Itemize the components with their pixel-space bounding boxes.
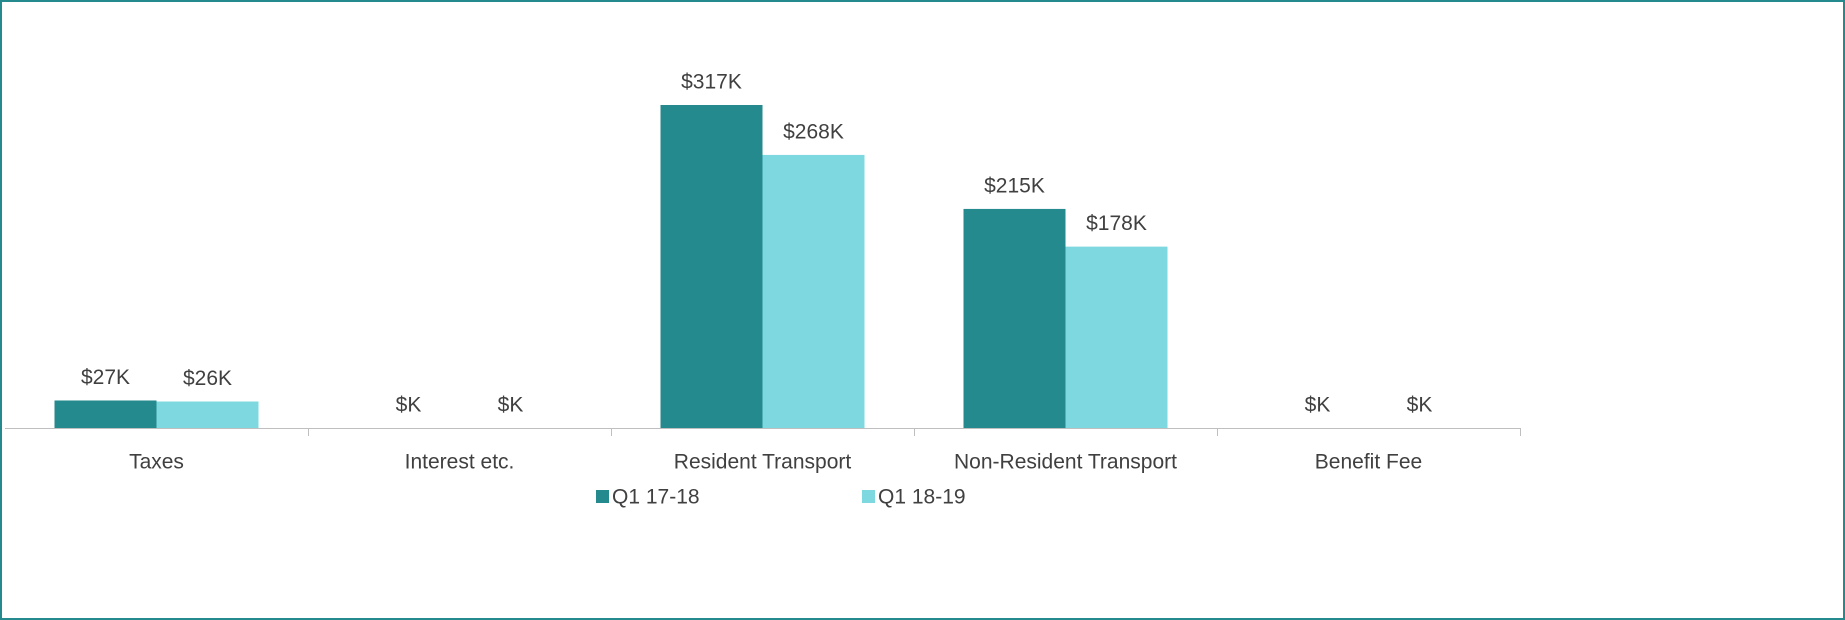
data-label: $26K <box>183 367 232 390</box>
data-label: $K <box>498 394 524 417</box>
data-label: $K <box>396 394 422 417</box>
legend-label: Q1 17-18 <box>612 486 700 509</box>
x-tick-label: Interest etc. <box>405 451 515 474</box>
data-label: $215K <box>984 174 1045 197</box>
data-label: $K <box>1305 394 1331 417</box>
data-label: $268K <box>783 120 844 143</box>
bar <box>762 154 865 429</box>
legend-swatch <box>596 490 609 503</box>
bar <box>54 400 157 428</box>
data-label: $317K <box>681 71 742 94</box>
bar <box>156 401 259 428</box>
data-label: $178K <box>1086 212 1147 235</box>
legend-swatch <box>862 490 875 503</box>
x-tick-label: Benefit Fee <box>1315 451 1422 474</box>
bar <box>660 105 763 428</box>
data-label: $27K <box>81 366 130 389</box>
bar <box>1065 246 1168 428</box>
x-tick-label: Resident Transport <box>674 451 852 474</box>
x-tick-label: Taxes <box>129 451 184 474</box>
bar <box>963 208 1066 428</box>
data-label: $K <box>1407 394 1433 417</box>
legend-label: Q1 18-19 <box>878 486 966 509</box>
x-tick-label: Non-Resident Transport <box>954 451 1177 474</box>
